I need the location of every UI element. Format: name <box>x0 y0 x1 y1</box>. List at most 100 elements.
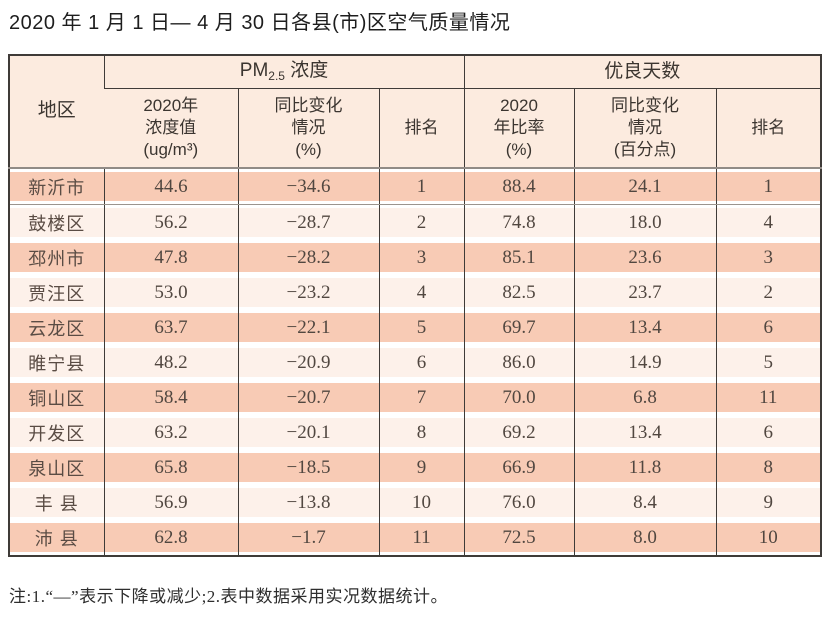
table-row: 云龙区 63.7 −22.1 5 69.7 13.4 6 <box>9 310 821 345</box>
pm-subscript: 2.5 <box>268 69 285 84</box>
region-cell: 邳州市 <box>9 240 104 275</box>
good-ratio-cell: 66.9 <box>463 450 574 485</box>
header-pm-change: 同比变化 情况 (%) <box>237 88 379 168</box>
pm-label: PM <box>239 60 269 82</box>
pm-value-cell: 63.2 <box>103 415 238 450</box>
header-pm-group: PM2.5 浓度 <box>103 55 464 89</box>
pm-rank-cell: 4 <box>378 275 464 310</box>
pm-rank-cell: 1 <box>378 168 464 205</box>
good-rank-cell: 9 <box>715 485 821 520</box>
pm-rank-cell: 2 <box>378 204 464 240</box>
region-cell: 泉山区 <box>9 450 104 485</box>
good-change-cell: 14.9 <box>573 345 716 380</box>
table-row: 睢宁县 48.2 −20.9 6 86.0 14.9 5 <box>9 345 821 380</box>
pm-change-cell: −28.7 <box>237 204 379 240</box>
good-change-cell: 8.0 <box>573 520 716 556</box>
good-ratio-cell: 86.0 <box>463 345 574 380</box>
pm-value-cell: 58.4 <box>103 380 238 415</box>
pm-rank-cell: 5 <box>378 310 464 345</box>
footnote: 注:1.“—”表示下降或减少;2.表中数据采用实况数据统计。 <box>9 587 449 606</box>
good-rank-cell: 6 <box>715 415 821 450</box>
pm-rank-cell: 8 <box>378 415 464 450</box>
pm-change-cell: −18.5 <box>237 450 379 485</box>
good-rank-cell: 10 <box>715 520 821 556</box>
table-header: 地区 PM2.5 浓度 优良天数 2020年 浓度值 (ug/m³) 同比变化 … <box>9 55 821 168</box>
good-change-cell: 18.0 <box>573 204 716 240</box>
pm-value-cell: 44.6 <box>103 168 238 205</box>
region-cell: 鼓楼区 <box>9 204 104 240</box>
good-ratio-cell: 74.8 <box>463 204 574 240</box>
good-rank-cell: 6 <box>715 310 821 345</box>
table-row: 鼓楼区 56.2 −28.7 2 74.8 18.0 4 <box>9 204 821 240</box>
pm-rank-cell: 11 <box>378 520 464 556</box>
header-group-row: 地区 PM2.5 浓度 优良天数 <box>9 55 821 168</box>
pm-value-cell: 62.8 <box>103 520 238 556</box>
table-row: 泉山区 65.8 −18.5 9 66.9 11.8 8 <box>9 450 821 485</box>
good-ratio-cell: 69.2 <box>463 415 574 450</box>
header-good-change: 同比变化 情况 (百分点) <box>573 88 716 168</box>
pm-change-cell: −22.1 <box>237 310 379 345</box>
pm-rank-cell: 10 <box>378 485 464 520</box>
region-cell: 贾汪区 <box>9 275 104 310</box>
good-ratio-cell: 88.4 <box>463 168 574 205</box>
pm-change-cell: −13.8 <box>237 485 379 520</box>
pm-value-cell: 47.8 <box>103 240 238 275</box>
page-title: 2020 年 1 月 1 日— 4 月 30 日各县(市)区空气质量情况 <box>9 12 511 34</box>
region-cell: 丰 县 <box>9 485 104 520</box>
good-rank-cell: 11 <box>715 380 821 415</box>
table-row: 沛 县 62.8 −1.7 11 72.5 8.0 10 <box>9 520 821 556</box>
good-change-cell: 23.7 <box>573 275 716 310</box>
pm-value-cell: 48.2 <box>103 345 238 380</box>
table-row: 开发区 63.2 −20.1 8 69.2 13.4 6 <box>9 415 821 450</box>
pm-value-cell: 63.7 <box>103 310 238 345</box>
pm-label-suffix: 浓度 <box>284 60 329 82</box>
pm-rank-cell: 6 <box>378 345 464 380</box>
good-ratio-cell: 76.0 <box>463 485 574 520</box>
pm-rank-cell: 9 <box>378 450 464 485</box>
good-ratio-cell: 70.0 <box>463 380 574 415</box>
region-cell: 云龙区 <box>9 310 104 345</box>
table-row: 邳州市 47.8 −28.2 3 85.1 23.6 3 <box>9 240 821 275</box>
table-row: 新沂市 44.6 −34.6 1 88.4 24.1 1 <box>9 168 821 205</box>
good-rank-cell: 4 <box>715 204 821 240</box>
region-cell: 沛 县 <box>9 520 104 556</box>
pm-rank-cell: 7 <box>378 380 464 415</box>
table-row: 铜山区 58.4 −20.7 7 70.0 6.8 11 <box>9 380 821 415</box>
good-ratio-cell: 82.5 <box>463 275 574 310</box>
good-change-cell: 6.8 <box>573 380 716 415</box>
good-change-cell: 11.8 <box>573 450 716 485</box>
good-change-cell: 24.1 <box>573 168 716 205</box>
region-cell: 新沂市 <box>9 168 104 205</box>
pm-rank-cell: 3 <box>378 240 464 275</box>
header-good-days-group: 优良天数 <box>463 55 821 89</box>
good-change-cell: 13.4 <box>573 310 716 345</box>
table-row: 丰 县 56.9 −13.8 10 76.0 8.4 9 <box>9 485 821 520</box>
good-ratio-cell: 69.7 <box>463 310 574 345</box>
good-change-cell: 13.4 <box>573 415 716 450</box>
pm-change-cell: −28.2 <box>237 240 379 275</box>
pm-value-cell: 53.0 <box>103 275 238 310</box>
pm-value-cell: 56.2 <box>103 204 238 240</box>
air-quality-table: 地区 PM2.5 浓度 优良天数 2020年 浓度值 (ug/m³) 同比变化 … <box>8 54 822 557</box>
pm-value-cell: 56.9 <box>103 485 238 520</box>
pm-change-cell: −20.9 <box>237 345 379 380</box>
header-pm-rank: 排名 <box>378 88 464 168</box>
good-rank-cell: 5 <box>715 345 821 380</box>
table-row: 贾汪区 53.0 −23.2 4 82.5 23.7 2 <box>9 275 821 310</box>
good-ratio-cell: 85.1 <box>463 240 574 275</box>
region-cell: 睢宁县 <box>9 345 104 380</box>
table-body: 新沂市 44.6 −34.6 1 88.4 24.1 1 鼓楼区 56.2 −28.7 2 74.8 1… <box>9 168 821 556</box>
good-change-cell: 8.4 <box>573 485 716 520</box>
good-rank-cell: 1 <box>715 168 821 205</box>
region-cell: 铜山区 <box>9 380 104 415</box>
pm-change-cell: −34.6 <box>237 168 379 205</box>
pm-change-cell: −23.2 <box>237 275 379 310</box>
good-rank-cell: 8 <box>715 450 821 485</box>
header-good-ratio: 2020 年比率 (%) <box>463 88 574 168</box>
pm-value-cell: 65.8 <box>103 450 238 485</box>
region-cell: 开发区 <box>9 415 104 450</box>
header-good-rank: 排名 <box>715 88 821 168</box>
header-columns-row: 2020年 浓度值 (ug/m³) 同比变化 情况 (%) 排名 2020 年比… <box>9 88 821 168</box>
pm-change-cell: −20.7 <box>237 380 379 415</box>
header-region: 地区 <box>9 55 104 168</box>
